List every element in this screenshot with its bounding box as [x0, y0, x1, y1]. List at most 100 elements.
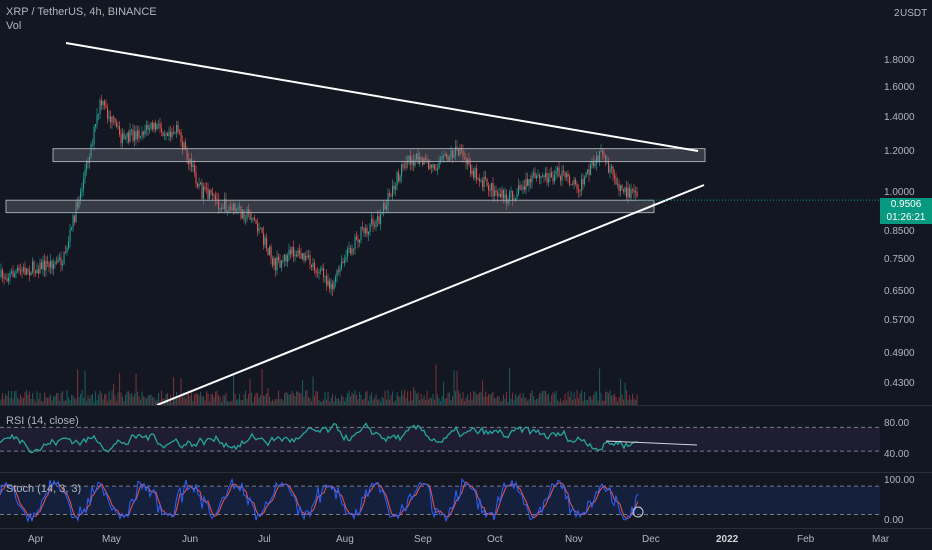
candle-body: [62, 264, 64, 266]
candle-body: [6, 278, 8, 282]
candle-body: [506, 194, 508, 204]
price-pane[interactable]: XRP / TetherUS, 4h, BINANCE Vol: [0, 0, 880, 405]
resistance-zone: [52, 148, 706, 163]
stoch-label[interactable]: Stoch (14, 3, 3): [6, 483, 82, 495]
candle-body: [564, 172, 566, 178]
candle-body: [74, 215, 76, 223]
candle-body: [108, 116, 110, 119]
rsi-chart[interactable]: [0, 406, 880, 472]
volume-bar: [597, 400, 599, 405]
time-axis[interactable]: Apr May Jun Jul Aug Sep Oct Nov Dec 2022…: [0, 528, 932, 550]
volume-bar: [158, 392, 160, 405]
candle-body: [57, 258, 59, 263]
candle-body: [272, 258, 274, 266]
price-chart[interactable]: [0, 0, 880, 405]
candle-body: [399, 176, 401, 182]
volume-bar: [179, 394, 181, 405]
candle-body: [623, 189, 625, 192]
candle-body: [627, 187, 629, 198]
candle-body: [93, 126, 95, 145]
stoch-axis[interactable]: 100.00 0.00: [880, 473, 932, 528]
volume-bar: [521, 398, 523, 405]
volume-bar: [144, 397, 146, 405]
volume-bar: [119, 373, 121, 405]
candle-body: [159, 124, 161, 129]
candle-body: [98, 113, 100, 115]
volume-bar: [174, 396, 176, 405]
price-axis[interactable]: 2 USDT 1.8000 1.6000 1.4000 1.2000 1.000…: [880, 0, 932, 405]
candle-body: [36, 269, 38, 274]
candle-body: [18, 267, 20, 270]
volume-bar: [276, 398, 278, 405]
stoch-pane[interactable]: Stoch (14, 3, 3): [0, 473, 880, 528]
candle-body: [351, 248, 353, 254]
candle-body: [345, 256, 347, 260]
volume-bar: [284, 393, 286, 405]
volume-bar: [39, 392, 41, 405]
volume-bar: [171, 401, 173, 405]
volume-bar: [38, 398, 40, 405]
candle-body: [525, 178, 527, 190]
volume-bar: [593, 394, 595, 405]
candle-body: [54, 261, 56, 264]
volume-bar: [333, 401, 335, 405]
volume-bar: [576, 390, 578, 405]
chart-legend: XRP / TetherUS, 4h, BINANCE Vol: [6, 6, 157, 32]
volume-bar: [407, 391, 409, 405]
volume-bar: [297, 391, 299, 405]
volume-bar: [390, 394, 392, 405]
volume-bar: [89, 398, 91, 405]
volume-bar: [392, 391, 394, 405]
candle-body: [419, 157, 421, 164]
volume-label[interactable]: Vol: [6, 20, 22, 32]
candle-body: [350, 248, 352, 254]
rsi-pane[interactable]: RSI (14, close): [0, 406, 880, 472]
volume-bar: [429, 397, 431, 405]
candle-body: [440, 159, 442, 163]
volume-bar: [383, 398, 385, 405]
candle-body: [471, 170, 473, 174]
volume-bar: [609, 390, 611, 405]
volume-bar: [441, 396, 443, 405]
volume-bar: [419, 400, 421, 405]
candle-body: [503, 189, 505, 199]
candle-body: [284, 254, 286, 261]
pane-separator[interactable]: [0, 472, 932, 473]
volume-bar: [449, 392, 451, 405]
volume-bar: [246, 398, 248, 405]
volume-bar: [134, 393, 136, 405]
candle-body: [33, 261, 35, 271]
candle-body: [141, 132, 143, 137]
volume-bar: [60, 393, 62, 405]
candle-body: [83, 178, 85, 189]
volume-bar: [411, 399, 413, 405]
candle-body: [231, 207, 233, 211]
volume-bar: [314, 395, 316, 405]
rsi-axis[interactable]: 80.00 40.00: [880, 406, 932, 472]
candle-body: [353, 248, 355, 250]
pane-separator[interactable]: [0, 405, 932, 406]
candle-body: [15, 271, 17, 274]
rsi-label[interactable]: RSI (14, close): [6, 415, 79, 427]
volume-bar: [42, 401, 44, 405]
volume-bar: [185, 398, 187, 405]
candle-body: [480, 180, 482, 182]
candle-body: [107, 107, 109, 119]
symbol-title[interactable]: XRP / TetherUS, 4h, BINANCE: [6, 6, 157, 18]
volume-bar: [375, 394, 377, 405]
candle-body: [194, 164, 196, 173]
candle-body: [429, 164, 431, 169]
candle-body: [69, 229, 71, 242]
volume-bar: [95, 391, 97, 405]
volume-bar: [201, 396, 203, 405]
volume-bar: [495, 398, 497, 405]
volume-bar: [80, 394, 82, 405]
volume-bar: [399, 397, 401, 405]
candle-body: [206, 188, 208, 190]
candle-body: [140, 136, 142, 138]
candle-body: [596, 155, 598, 164]
candle-body: [458, 148, 460, 155]
candle-body: [201, 182, 203, 199]
volume-bar: [338, 398, 340, 405]
stoch-chart[interactable]: [0, 473, 880, 528]
